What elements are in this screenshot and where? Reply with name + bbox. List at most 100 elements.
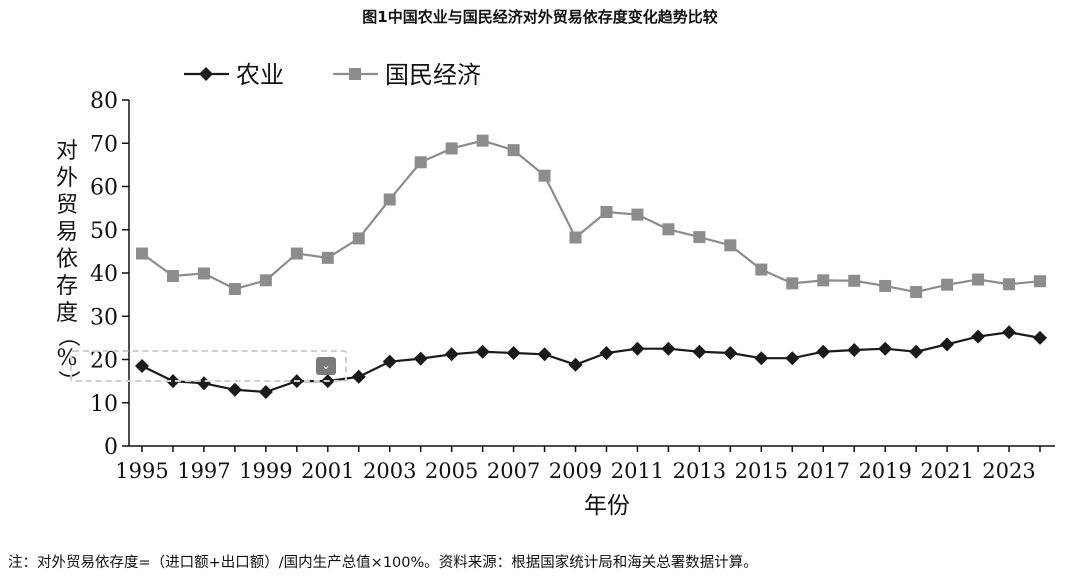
series-agriculture: [135, 325, 1047, 399]
chevron-down-icon: ⌄: [321, 359, 331, 372]
data-point: [259, 274, 272, 287]
data-point: [785, 351, 800, 366]
data-point: [600, 206, 613, 219]
data-point: [693, 231, 706, 244]
y-tick-label: 40: [90, 262, 118, 287]
axes: 0 10 20 30 40 50 60 70 80 1995 1997 1999 2001 2003 200…: [90, 89, 1055, 519]
x-tick-label: 1997: [177, 459, 230, 483]
legend-marker: [199, 67, 213, 81]
y-axis-label: 对 外 贸 易 依 存 度 （ % ）: [54, 138, 80, 392]
y-tick-label: 70: [90, 132, 118, 157]
legend-item: 农业: [184, 61, 284, 89]
y-axis-label-char: 易: [55, 220, 78, 245]
selection-box[interactable]: [70, 350, 347, 382]
data-point: [755, 263, 768, 276]
y-axis-label-char: 贸: [55, 193, 78, 218]
x-axis-label: 年份: [584, 493, 630, 519]
data-point: [662, 223, 675, 236]
data-point: [537, 347, 552, 362]
legend-item: 国民经济: [333, 61, 481, 89]
chart-title: 图1中国农业与国民经济对外贸易依存度变化趋势比较: [362, 8, 718, 26]
data-point: [506, 346, 521, 361]
data-point: [910, 286, 923, 299]
data-point: [413, 351, 428, 366]
data-point: [723, 346, 738, 361]
data-point: [351, 369, 366, 384]
x-tick-label: 2019: [858, 459, 911, 483]
data-point: [507, 144, 520, 157]
y-axis-label-char: 存: [55, 274, 78, 299]
y-axis-label-char: 依: [55, 247, 78, 272]
data-point: [383, 193, 396, 206]
data-point: [476, 134, 489, 147]
data-point: [786, 277, 799, 290]
y-axis-label-char: 对: [55, 139, 78, 164]
x-tick-label: 2005: [425, 459, 478, 483]
data-point: [227, 382, 242, 397]
data-point: [258, 384, 273, 399]
data-point: [569, 231, 582, 244]
x-tick-label: 2023: [982, 459, 1035, 483]
data-point: [1002, 325, 1017, 340]
data-point: [847, 342, 862, 357]
selection-dropdown-button[interactable]: ⌄: [316, 357, 336, 375]
x-tick-label: 1995: [115, 459, 168, 483]
data-point: [879, 279, 892, 292]
y-axis-label-paren-open: （: [55, 324, 80, 347]
legend-label: 国民经济: [385, 61, 481, 89]
y-tick-label: 80: [90, 89, 118, 114]
x-tick-label: 2015: [735, 459, 788, 483]
legend-label: 农业: [236, 61, 284, 89]
data-point: [196, 376, 211, 391]
y-tick-label: 50: [90, 219, 118, 244]
y-tick-label: 20: [90, 349, 118, 374]
data-point: [599, 346, 614, 361]
data-point: [444, 347, 459, 362]
data-point: [1033, 330, 1047, 345]
data-point: [940, 337, 955, 352]
data-point: [878, 341, 893, 356]
data-point: [166, 270, 179, 283]
x-tick-label: 2017: [797, 459, 850, 483]
data-point: [848, 274, 861, 287]
x-tick-label: 2003: [363, 459, 416, 483]
y-axis-label-char: 度: [55, 301, 78, 326]
data-point: [538, 169, 551, 182]
data-point: [445, 142, 458, 155]
data-point: [568, 357, 583, 372]
data-point: [382, 354, 397, 369]
x-tick-label: 2021: [920, 459, 973, 483]
legend: 农业 国民经济: [184, 61, 481, 89]
data-point: [1034, 275, 1046, 288]
data-point: [414, 156, 427, 169]
data-point: [321, 251, 334, 264]
data-point: [754, 351, 769, 366]
data-point: [692, 344, 707, 359]
data-point: [352, 232, 365, 245]
data-point: [941, 278, 954, 291]
x-tick-label: 2007: [487, 459, 540, 483]
y-tick-label: 60: [90, 176, 118, 201]
footnote: 注：对外贸易依存度=（进口额+出口额）/国内生产总值×100%。资料来源：根据国…: [8, 555, 758, 571]
x-tick-label: 2011: [611, 459, 664, 483]
x-tick-label: 2001: [301, 459, 354, 483]
data-point: [909, 344, 924, 359]
data-point: [228, 283, 241, 296]
data-point: [290, 247, 303, 260]
data-point: [1003, 278, 1016, 291]
data-point: [816, 344, 831, 359]
data-point: [724, 239, 737, 252]
x-tick-label: 2013: [673, 459, 726, 483]
data-point: [136, 247, 148, 260]
x-tick-label: 2009: [549, 459, 602, 483]
data-point: [817, 274, 830, 287]
data-point: [631, 208, 644, 221]
legend-marker: [349, 68, 361, 80]
y-tick-label: 30: [90, 305, 118, 330]
x-tick-label: 1999: [239, 459, 292, 483]
series-layer: [135, 134, 1047, 399]
data-point: [197, 267, 210, 280]
data-point: [972, 273, 985, 286]
data-point: [630, 341, 645, 356]
